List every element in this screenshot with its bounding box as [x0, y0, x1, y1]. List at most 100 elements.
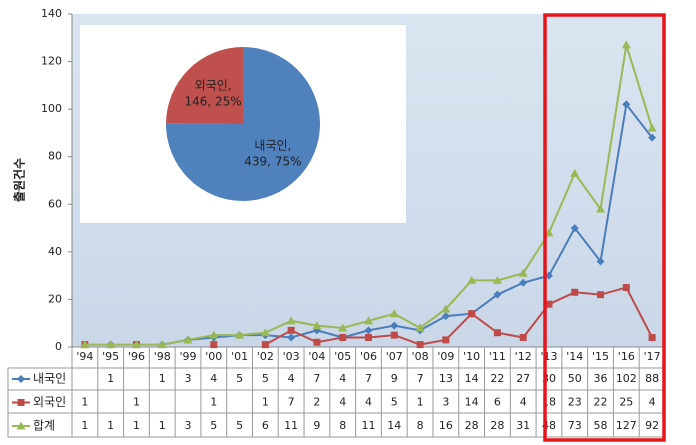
table-cell: 1 — [81, 419, 88, 432]
x-tick-label: '02 — [257, 350, 274, 363]
x-tick-label: '14 — [566, 350, 583, 363]
table-cell: 1 — [107, 419, 114, 432]
marker — [623, 284, 630, 291]
table-cell: 127 — [616, 419, 637, 432]
x-tick-label: '05 — [334, 350, 351, 363]
table-cell: 22 — [594, 396, 608, 409]
marker — [391, 332, 398, 339]
table-cell: 14 — [387, 419, 401, 432]
table-cell: 28 — [490, 419, 504, 432]
pie-value-label: 439, 75% — [244, 154, 301, 168]
y-tick-label: 140 — [41, 7, 62, 20]
table-cell: 5 — [391, 396, 398, 409]
table-cell: 58 — [594, 419, 608, 432]
table-cell: 50 — [568, 372, 582, 385]
table-cell: 11 — [284, 419, 298, 432]
table-cell: 3 — [185, 419, 192, 432]
table-cell: 8 — [339, 419, 346, 432]
legend-label: 합계 — [33, 419, 55, 433]
marker — [494, 329, 501, 336]
marker — [17, 375, 25, 383]
table-cell: 4 — [288, 372, 295, 385]
table-cell: 22 — [490, 372, 504, 385]
table-cell: 7 — [313, 372, 320, 385]
table-cell: 4 — [210, 372, 217, 385]
pie-label: 내국인, — [254, 138, 291, 152]
table-cell: 9 — [391, 372, 398, 385]
x-tick-label: '06 — [360, 350, 377, 363]
x-tick-label: '15 — [592, 350, 609, 363]
marker — [468, 310, 475, 317]
marker — [262, 341, 269, 348]
x-tick-label: '03 — [283, 350, 300, 363]
table-cell: 14 — [465, 396, 479, 409]
table-cell: 5 — [262, 372, 269, 385]
table-cell: 27 — [516, 372, 530, 385]
table-cell: 31 — [516, 419, 530, 432]
table-cell: 8 — [417, 419, 424, 432]
x-tick-label: '09 — [437, 350, 454, 363]
table-cell: 102 — [616, 372, 637, 385]
table-cell: 1 — [133, 396, 140, 409]
table-cell: 3 — [185, 372, 192, 385]
x-tick-label: '04 — [308, 350, 325, 363]
table-cell: 1 — [262, 396, 269, 409]
x-tick-label: '16 — [618, 350, 635, 363]
table-cell: 4 — [339, 372, 346, 385]
marker — [649, 334, 656, 341]
table-cell: 4 — [649, 396, 656, 409]
table-cell: 1 — [210, 396, 217, 409]
marker — [417, 341, 424, 348]
table-cell: 1 — [417, 396, 424, 409]
table-cell: 7 — [288, 396, 295, 409]
table-cell: 7 — [365, 372, 372, 385]
x-tick-label: '95 — [102, 350, 119, 363]
y-axis-label: 출원건수 — [12, 158, 27, 202]
x-tick-label: '11 — [489, 350, 506, 363]
x-tick-label: '13 — [540, 350, 557, 363]
chart: 출원건수 020406080100120140'94'95'96'98'99'0… — [0, 0, 696, 445]
marker — [442, 336, 449, 343]
marker — [288, 327, 295, 334]
table-cell: 1 — [81, 396, 88, 409]
table-cell: 1 — [107, 372, 114, 385]
x-tick-label: '17 — [644, 350, 661, 363]
table-cell: 23 — [568, 396, 582, 409]
table-cell: 5 — [236, 372, 243, 385]
table-cell: 1 — [159, 419, 166, 432]
x-tick-label: '10 — [463, 350, 480, 363]
table-cell: 9 — [313, 419, 320, 432]
table-cell: 11 — [362, 419, 376, 432]
table-cell: 1 — [159, 372, 166, 385]
table-cell: 73 — [568, 419, 582, 432]
y-tick-label: 20 — [48, 292, 62, 305]
marker — [520, 334, 527, 341]
marker — [365, 334, 372, 341]
table-cell: 7 — [417, 372, 424, 385]
y-tick-label: 120 — [41, 55, 62, 68]
marker — [313, 339, 320, 346]
x-tick-label: '98 — [154, 350, 171, 363]
x-tick-label: '96 — [128, 350, 145, 363]
table-cell: 14 — [465, 372, 479, 385]
marker — [597, 291, 604, 298]
y-tick-label: 80 — [48, 150, 62, 163]
y-tick-label: 100 — [41, 102, 62, 115]
table-cell: 5 — [236, 419, 243, 432]
table-cell: 88 — [645, 372, 659, 385]
y-tick-label: 0 — [55, 340, 62, 353]
x-tick-label: '08 — [412, 350, 429, 363]
table-cell: 5 — [210, 419, 217, 432]
table-cell: 1 — [133, 419, 140, 432]
table-cell: 36 — [594, 372, 608, 385]
x-tick-label: '94 — [76, 350, 93, 363]
table-cell: 4 — [365, 396, 372, 409]
x-tick-label: '12 — [515, 350, 532, 363]
table-cell: 2 — [313, 396, 320, 409]
table-cell: 92 — [645, 419, 659, 432]
table-cell: 4 — [339, 396, 346, 409]
marker — [210, 341, 217, 348]
y-tick-label: 60 — [48, 197, 62, 210]
table-cell: 6 — [262, 419, 269, 432]
x-tick-label: '01 — [231, 350, 248, 363]
